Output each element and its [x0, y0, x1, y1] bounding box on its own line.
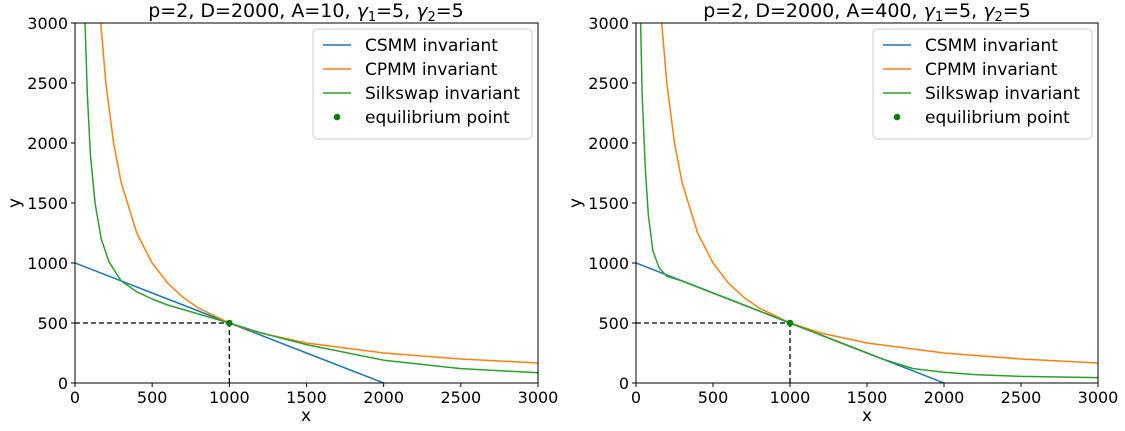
- chart-title: p=2, D=2000, A=400, γ1=5, γ2=5: [703, 0, 1031, 25]
- series-line-cpmm-invariant: [660, 23, 1098, 364]
- x-tick-label: 1000: [770, 388, 811, 407]
- legend-label: Silkswap invariant: [365, 84, 520, 104]
- series-line-silkswap-invariant: [84, 23, 538, 374]
- legend-entry-equilibrium-point: equilibrium point: [333, 108, 510, 128]
- x-tick-label: 2000: [924, 388, 965, 407]
- chart-panel-left: p=2, D=2000, A=10, γ1=5, γ2=5 0 500 1000 15…: [5, 0, 558, 426]
- x-tick-label: 2500: [440, 388, 481, 407]
- y-tick-label: 3000: [27, 14, 68, 33]
- legend-entry-silkswap-invariant: Silkswap invariant: [323, 84, 520, 104]
- x-tick-label: 500: [698, 388, 729, 407]
- y-axis-label: y: [5, 198, 25, 208]
- legend-label: CSMM invariant: [925, 36, 1058, 56]
- x-tick-label: 2500: [1001, 388, 1042, 407]
- legend-entry-silkswap-invariant: Silkswap invariant: [883, 84, 1080, 104]
- x-tick-label: 2000: [363, 388, 404, 407]
- series-line-silkswap-invariant: [639, 23, 1098, 379]
- legend-label: CPMM invariant: [925, 60, 1058, 80]
- legend-label: Silkswap invariant: [925, 84, 1080, 104]
- y-tick-label: 1000: [27, 254, 68, 273]
- x-tick-label: 1000: [209, 388, 250, 407]
- legend-box: [312, 28, 533, 140]
- x-tick-label: 0: [631, 388, 641, 407]
- legend-swatch: [893, 113, 901, 121]
- legend-entry-csmm-invariant: CSMM invariant: [323, 36, 498, 56]
- chart-panel-right: p=2, D=2000, A=400, γ1=5, γ2=5 0 500 1000 1…: [566, 0, 1118, 426]
- y-axis-label: y: [566, 198, 586, 208]
- legend-label: CSMM invariant: [365, 36, 498, 56]
- x-tick-label: 3000: [1078, 388, 1119, 407]
- y-tick-label: 500: [37, 314, 68, 333]
- legend-box: [872, 28, 1093, 140]
- y-tick-label: 1000: [588, 254, 629, 273]
- legend-label: equilibrium point: [365, 108, 510, 128]
- y-tick-label: 3000: [588, 14, 629, 33]
- y-tick-label: 2000: [27, 134, 68, 153]
- y-tick-label: 1500: [588, 194, 629, 213]
- equilibrium-point-marker: [786, 319, 794, 327]
- y-tick-label: 2500: [27, 74, 68, 93]
- x-tick-label: 3000: [518, 388, 559, 407]
- y-tick-label: 2000: [588, 134, 629, 153]
- legend-entry-equilibrium-point: equilibrium point: [893, 108, 1070, 128]
- series-line-cpmm-invariant: [100, 23, 538, 364]
- legend-entry-cpmm-invariant: CPMM invariant: [323, 60, 498, 80]
- y-tick-label: 0: [58, 374, 68, 393]
- legend: CSMM invariant CPMM invariant Silkswap inv…: [312, 28, 533, 140]
- x-axis-label: x: [301, 406, 311, 426]
- legend-label: CPMM invariant: [365, 60, 498, 80]
- equilibrium-point-marker: [226, 319, 233, 327]
- x-tick-label: 1500: [286, 388, 327, 407]
- legend-swatch: [333, 113, 341, 121]
- legend: CSMM invariant CPMM invariant Silkswap inv…: [872, 28, 1093, 140]
- y-tick-label: 0: [619, 374, 629, 393]
- y-tick-label: 1500: [27, 194, 68, 213]
- y-tick-label: 500: [598, 314, 629, 333]
- x-tick-label: 1500: [847, 388, 888, 407]
- legend-label: equilibrium point: [925, 108, 1070, 128]
- x-tick-label: 0: [70, 388, 80, 407]
- x-tick-label: 500: [137, 388, 168, 407]
- chart-title: p=2, D=2000, A=10, γ1=5, γ2=5: [148, 0, 463, 25]
- y-tick-label: 2500: [588, 74, 629, 93]
- x-axis-label: x: [862, 406, 872, 426]
- legend-entry-csmm-invariant: CSMM invariant: [883, 36, 1058, 56]
- legend-entry-cpmm-invariant: CPMM invariant: [883, 60, 1058, 80]
